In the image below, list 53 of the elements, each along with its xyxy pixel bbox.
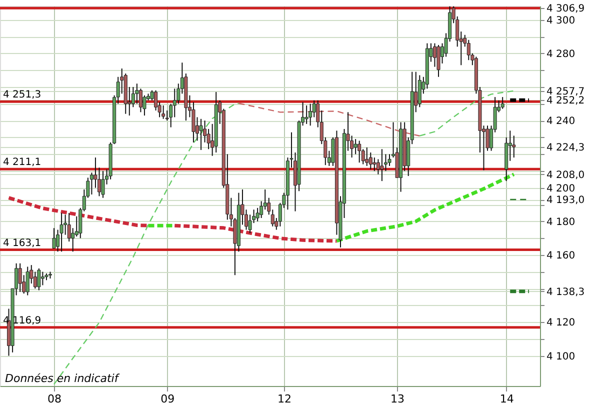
candlestick: [432, 42, 436, 68]
ref-line-label: 4 163,1: [3, 238, 42, 249]
candlestick: [18, 262, 22, 292]
candlestick: [368, 152, 372, 170]
y-tick-label: 4 160: [546, 250, 576, 262]
y-tick-label: 4 300: [546, 15, 576, 26]
y-tick-label: 4 252,2: [546, 96, 585, 107]
candlestick: [380, 148, 384, 182]
y-tick-label: 4 120: [546, 318, 576, 329]
candlestick: [365, 146, 369, 166]
y-tick-label: 4 180: [546, 216, 576, 228]
annotation: Données en indicatif: [5, 372, 120, 385]
line-series: [334, 172, 516, 243]
candlestick: [162, 104, 166, 120]
ref-line-label: 4 251,3: [3, 90, 42, 101]
x-tick-label: 13: [390, 392, 405, 406]
candlestick: [60, 212, 64, 252]
x-tick-label: 14: [500, 392, 514, 406]
ref-line-label: 4 211,1: [3, 157, 42, 168]
line-series: [238, 102, 420, 136]
candlestick: [37, 268, 41, 291]
y-tick-label: 4 208,0: [546, 170, 585, 181]
candlestick: [466, 39, 470, 61]
candlestick: [418, 74, 422, 108]
candlestick: [199, 118, 203, 150]
candlestick: [26, 266, 30, 296]
line-series: [53, 102, 240, 385]
candlestick: [101, 170, 105, 198]
candlestick: [358, 140, 362, 164]
y-tick-label: 4 100: [546, 351, 576, 362]
candlestick: [436, 44, 440, 78]
y-tick-label: 4 257,7: [546, 86, 585, 98]
candlestick: [304, 104, 308, 124]
line-series: [419, 90, 514, 136]
y-tick-label: 4 240: [546, 116, 576, 128]
candlestick: [90, 172, 94, 195]
y-tick-label: 4 306,9: [546, 4, 585, 15]
x-tick-label: 09: [160, 392, 175, 406]
candlestick: [372, 157, 376, 172]
candlestick: [52, 228, 56, 249]
y-tick-label: 4 200: [546, 183, 576, 194]
line-series: [172, 224, 338, 243]
candlestick: [500, 96, 504, 110]
candlestick: [308, 103, 312, 126]
y-tick-label: 4 193,0: [546, 195, 585, 206]
candlestick: [354, 138, 358, 155]
candlestick: [135, 83, 139, 104]
y-tick-label: 4 138,3: [546, 286, 585, 298]
x-tick-label: 08: [48, 392, 62, 406]
y-tick-label: 4 280: [546, 48, 576, 60]
x-tick-label: 12: [277, 392, 292, 406]
candlestick: [40, 271, 44, 286]
y-tick-label: 4 224,3: [546, 142, 585, 154]
